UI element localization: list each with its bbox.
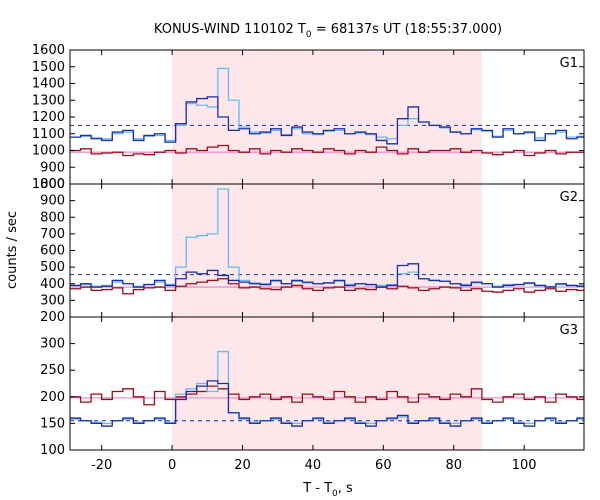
panel-g3: 100 150 200 250 300 G3: [40, 316, 585, 458]
y-tick-label: 1300: [32, 93, 65, 108]
y-tick-label: 1000: [32, 177, 65, 192]
series-mid-energy-line: [70, 96, 584, 145]
x-tick-label: 0: [168, 458, 176, 473]
y-tick-label: 100: [40, 443, 65, 458]
x-tick-label: 20: [234, 458, 251, 473]
y-tick-label: 800: [40, 210, 65, 225]
panel-frame: [69, 316, 585, 451]
plot-panels: 8009001000110012001300140015001600G12003…: [32, 43, 585, 473]
y-tick-label: 500: [40, 260, 65, 275]
series-high-energy-line: [70, 67, 584, 142]
series-mid-energy-line: [70, 380, 584, 427]
panel-label: G3: [560, 323, 578, 338]
y-tick-label: 200: [40, 310, 65, 325]
y-tick-label: 1100: [32, 127, 65, 142]
x-tick-label: 60: [375, 458, 392, 473]
x-tick-label: 40: [305, 458, 322, 473]
y-tick-label: 150: [40, 416, 65, 431]
y-tick-label: 1000: [32, 144, 65, 159]
series-low-energy-line: [70, 144, 584, 157]
series-low-energy-line: [70, 385, 584, 406]
y-tick-label: 250: [40, 363, 65, 378]
y-tick-label: 700: [40, 227, 65, 242]
y-tick-label: 300: [40, 337, 65, 352]
y-tick-label: 1500: [32, 60, 65, 75]
chart-title: KONUS-WIND 110102 T0 = 68137s UT (18:55:…: [154, 22, 502, 40]
y-axis-label: counts / sec: [5, 211, 20, 289]
y-tick-label: 1200: [32, 110, 65, 125]
panel-label: G1: [560, 56, 578, 71]
y-tick-label: 200: [40, 390, 65, 405]
x-tick-label: 100: [512, 458, 537, 473]
y-tick-label: 300: [40, 293, 65, 308]
panel-label: G2: [560, 190, 578, 205]
y-tick-label: 900: [40, 194, 65, 209]
x-tick-label: -20: [91, 458, 112, 473]
x-tick-label: 80: [445, 458, 462, 473]
y-tick-label: 600: [40, 244, 65, 259]
y-tick-label: 800: [40, 177, 65, 192]
x-axis-label: T - T0, s: [302, 481, 353, 499]
series-low-energy-line: [70, 278, 584, 295]
y-tick-label: 400: [40, 277, 65, 292]
burst-interval-band: [172, 184, 482, 317]
y-tick-label: 1600: [32, 43, 65, 58]
y-tick-label: 1400: [32, 77, 65, 92]
y-tick-label: 900: [40, 160, 65, 175]
series-mid-energy-line: [70, 263, 584, 288]
